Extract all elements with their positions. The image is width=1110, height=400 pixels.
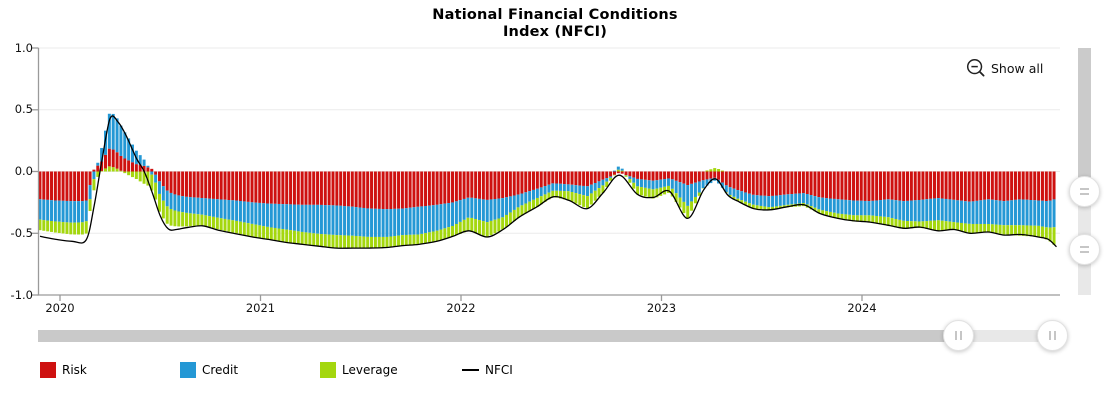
chart-title-line2: Index (NFCI) [502,23,608,40]
risk-color-swatch [40,362,56,378]
show-all-label: Show all [991,60,1044,76]
legend-item-nfci[interactable]: NFCI [462,361,513,379]
nfci-line-swatch [462,369,479,371]
horizontal-range-selected [958,330,1056,342]
grip-icon [1080,251,1089,253]
legend: Risk Credit Leverage NFCI [0,361,1110,381]
show-all-button[interactable]: Show all [966,58,1043,78]
nfci-line [39,115,1057,249]
legend-item-leverage[interactable]: Leverage [320,361,398,379]
y-tick-label: -0.5 [10,225,33,240]
legend-label: Credit [202,363,239,377]
grip-icon [1054,331,1056,340]
legend-item-risk[interactable]: Risk [40,361,87,379]
zoom-out-magnifier-icon [966,58,985,77]
axes [31,47,1060,301]
x-tick-label: 2021 [245,301,276,315]
vertical-range-handle-top[interactable] [1069,176,1100,207]
y-tick-label: -1.0 [10,287,33,302]
stacked-bars [38,113,1056,249]
x-tick-label: 2022 [446,301,476,315]
grip-icon [1080,188,1089,190]
legend-label: Risk [62,363,87,377]
chart-title-line1: National Financial Conditions [432,7,678,23]
y-tick-label: 0.5 [14,102,33,117]
y-tick-label: 0.0 [14,164,33,178]
x-tick-label: 2024 [847,301,877,315]
legend-label: Leverage [342,363,398,377]
grip-icon [960,331,962,340]
x-tick-label: 2023 [646,301,677,315]
legend-item-credit[interactable]: Credit [180,361,238,379]
x-tick-label: 2020 [45,301,75,315]
credit-color-swatch [180,362,196,378]
horizontal-range-handle-right[interactable] [1037,320,1068,351]
y-tick-label: 1.0 [14,40,33,55]
grip-icon [1049,331,1051,340]
grip-icon [955,331,957,340]
leverage-color-swatch [320,362,336,378]
horizontal-range-handle-left[interactable] [943,320,974,351]
vertical-range-handle-bottom[interactable] [1069,234,1100,265]
grip-icon [1080,246,1089,248]
horizontal-range-track[interactable] [38,330,1056,342]
chart-title: National Financial Conditions Index (NFC… [0,7,1110,40]
grip-icon [1080,193,1089,195]
legend-label: NFCI [485,363,513,377]
